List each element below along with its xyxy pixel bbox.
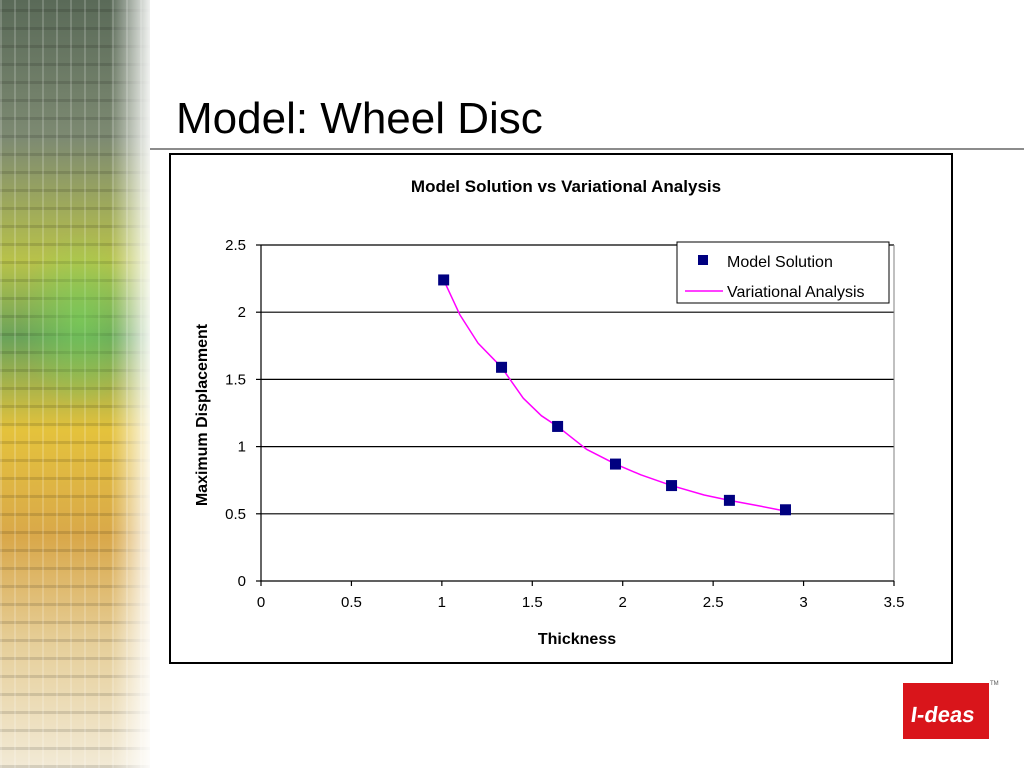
x-axis-ticks: 0 0.5 1 1.5 2 2.5 3 3.5 bbox=[257, 581, 905, 611]
chart-axes bbox=[260, 245, 894, 582]
data-point-model-solution-2 bbox=[552, 420, 564, 432]
logo-trademark: TM bbox=[990, 681, 999, 687]
x-axis-label: Thickness bbox=[538, 631, 616, 648]
x-tick-label-7: 3.5 bbox=[884, 594, 905, 611]
chart-svg: Model Solution vs Variational Analysis 0… bbox=[194, 177, 905, 648]
data-point-model-solution-0 bbox=[438, 274, 450, 286]
x-tick-label-0: 0 bbox=[257, 594, 265, 611]
title-divider bbox=[150, 148, 1024, 150]
chart-title: Model Solution vs Variational Analysis bbox=[411, 177, 721, 196]
legend-box bbox=[676, 241, 890, 304]
chart-series bbox=[438, 274, 791, 516]
x-tick-label-1: 0.5 bbox=[341, 594, 362, 611]
logo-wordmark: I-deas bbox=[909, 702, 977, 727]
y-axis-ticks: 0 0.5 1 1.5 2 2.5 bbox=[225, 237, 261, 590]
data-point-model-solution-1 bbox=[496, 361, 508, 373]
x-tick-label-2: 1 bbox=[438, 594, 446, 611]
x-tick-label-6: 3 bbox=[799, 594, 807, 611]
y-tick-label-0: 0 bbox=[238, 573, 246, 590]
decorative-side-image bbox=[0, 0, 150, 768]
series-line-variational-analysis bbox=[442, 279, 786, 512]
data-point-model-solution-5 bbox=[723, 494, 735, 506]
legend-marker-model-solution bbox=[698, 255, 708, 265]
x-tick-label-5: 2.5 bbox=[703, 594, 724, 611]
decorative-fade bbox=[110, 0, 150, 768]
y-tick-label-4: 2 bbox=[238, 304, 246, 321]
chart-frame: Model Solution vs Variational Analysis 0… bbox=[169, 153, 953, 664]
y-tick-label-5: 2.5 bbox=[225, 237, 246, 254]
chart-legend: Model Solution Variational Analysis bbox=[676, 241, 890, 304]
legend-label-variational-analysis: Variational Analysis bbox=[727, 284, 865, 301]
slide-title: Model: Wheel Disc bbox=[176, 94, 543, 143]
y-tick-label-3: 1.5 bbox=[225, 371, 246, 388]
x-tick-label-3: 1.5 bbox=[522, 594, 543, 611]
data-point-model-solution-4 bbox=[666, 480, 678, 492]
data-point-model-solution-3 bbox=[609, 458, 621, 470]
x-tick-label-4: 2 bbox=[619, 594, 627, 611]
legend-label-model-solution: Model Solution bbox=[727, 254, 833, 271]
y-tick-label-1: 0.5 bbox=[225, 506, 246, 523]
y-tick-label-2: 1 bbox=[238, 439, 246, 456]
data-point-model-solution-6 bbox=[779, 504, 791, 516]
ideas-logo: I-deas bbox=[903, 683, 989, 739]
y-axis-label: Maximum Displacement bbox=[194, 323, 211, 506]
